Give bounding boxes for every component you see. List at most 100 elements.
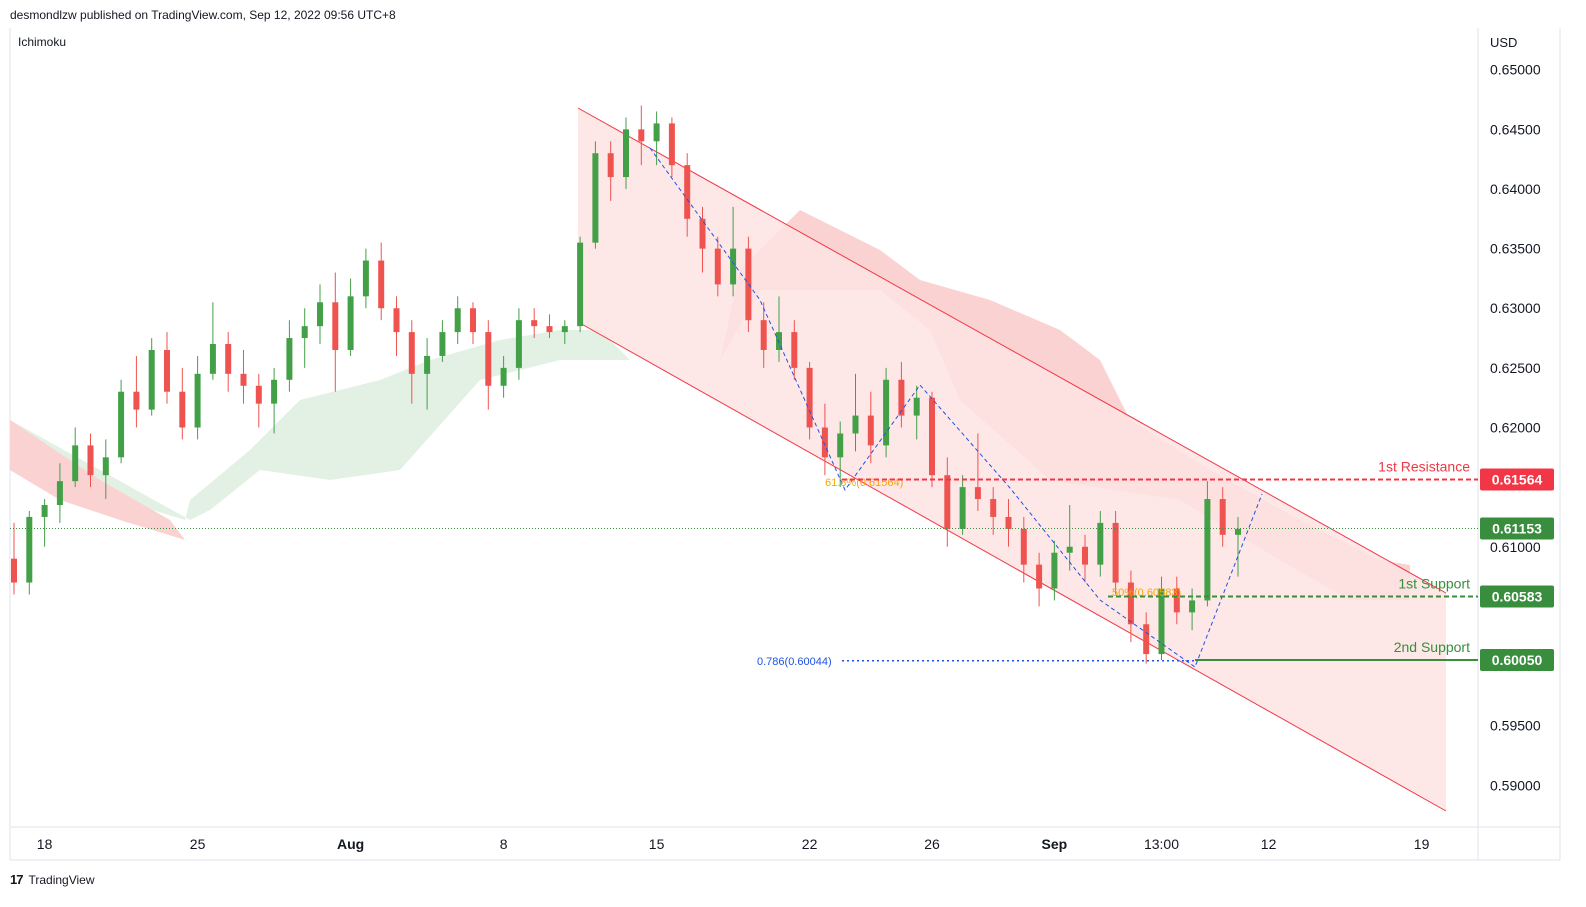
channel-lower-line (577, 321, 1447, 812)
2nd-support-price-text: 0.60050 (1492, 652, 1543, 668)
price-tick-label: 0.63500 (1490, 241, 1541, 257)
candlestick-series (11, 105, 1241, 664)
footer-brand[interactable]: 17 TradingView (10, 872, 95, 887)
time-tick-label: 18 (37, 836, 53, 852)
candle-body (408, 332, 415, 374)
candle-body (271, 379, 278, 404)
time-tick-label: 15 (649, 836, 665, 852)
candle-body (255, 385, 262, 404)
candle-body (990, 499, 997, 517)
channel-fill (578, 108, 1446, 811)
fib-label-50: 50%(0.60583) (1112, 587, 1181, 599)
price-tick-label: 0.64500 (1490, 121, 1541, 137)
candle-body (72, 445, 79, 482)
candle-body (1204, 499, 1211, 601)
1st-resistance-price-badge (1480, 468, 1554, 491)
cloud-red-area-left (10, 420, 185, 540)
support-resistance-levels[interactable]: 1st Resistance 0.61564 1st Support 0.60583 2… (10, 458, 1554, 672)
candle-body (561, 326, 568, 333)
time-tick-label: 8 (500, 836, 508, 852)
candle-body (1158, 588, 1165, 655)
currency-label: USD (1490, 35, 1518, 50)
price-tick-label: 0.62000 (1490, 420, 1541, 436)
candle-body (194, 373, 201, 428)
time-tick-label: Sep (1042, 836, 1068, 852)
candle-body (760, 320, 767, 350)
candle-body (852, 415, 859, 434)
candle-body (485, 332, 492, 386)
descending-channel[interactable] (577, 107, 1447, 812)
time-tick-label: 22 (802, 836, 818, 852)
candle-body (944, 475, 951, 529)
candle-body (776, 332, 782, 350)
candle-body (454, 308, 461, 333)
candle-body (470, 308, 476, 333)
candle-body (837, 433, 844, 458)
candle-body (11, 558, 17, 583)
candle-body (1143, 624, 1150, 655)
candle-body (301, 326, 308, 339)
indicator-label[interactable]: Ichimoku (18, 35, 67, 49)
candle-body (974, 487, 981, 500)
candle-body (362, 260, 369, 297)
candle-body (1036, 564, 1043, 589)
footer-brand-label: TradingView (28, 872, 95, 887)
candle-body (118, 391, 125, 458)
candle-body (1082, 546, 1088, 565)
time-tick-label: 25 (190, 836, 206, 852)
candle-body (500, 367, 507, 386)
time-tick-label: Aug (337, 836, 364, 852)
candle-body (1005, 516, 1012, 529)
candle-body (730, 248, 737, 285)
candle-body (87, 445, 94, 476)
1st-support-price-text: 0.60583 (1492, 588, 1543, 604)
candle-body (164, 349, 170, 392)
candle-body (806, 367, 813, 428)
time-axis[interactable]: 18 25 Aug 8 15 22 26 Sep 13:00 12 19 (37, 836, 1430, 852)
candle-body (653, 123, 660, 142)
last-price-text: 0.61153 (1492, 521, 1542, 537)
candle-body (867, 415, 874, 446)
candle-body (225, 344, 232, 374)
candle-body (1051, 552, 1058, 589)
time-tick-label: 19 (1414, 836, 1430, 852)
candle-body (1066, 546, 1073, 553)
candle-body (102, 457, 109, 476)
price-tick-label: 0.62500 (1490, 360, 1541, 376)
candle-body (531, 320, 538, 327)
candle-body (959, 487, 966, 529)
candle-body (1112, 522, 1119, 583)
candle-body (714, 248, 721, 285)
price-axis[interactable]: 0.65000 0.64500 0.64000 0.63500 0.63000 0.625… (1490, 62, 1541, 794)
2nd-support-label: 2nd Support (1394, 639, 1470, 655)
time-tick-label: 13:00 (1144, 836, 1179, 852)
candle-body (41, 505, 48, 517)
candle-body (56, 481, 63, 506)
candle-body (317, 302, 323, 327)
candle-body (179, 391, 186, 428)
candle-body (668, 123, 675, 166)
candle-body (1219, 499, 1226, 535)
candle-body (393, 308, 400, 333)
price-tick-label: 0.65000 (1490, 62, 1541, 78)
candle-body (1020, 528, 1027, 565)
candle-body (898, 379, 905, 416)
candle-body (929, 397, 935, 476)
candle-body (883, 379, 890, 446)
candle-body (913, 397, 920, 416)
candle-body (577, 242, 584, 327)
candle-body (332, 302, 339, 350)
candle-body (1173, 588, 1180, 613)
candle-body (684, 165, 691, 219)
1st-support-price-badge (1480, 585, 1554, 608)
candle-body (791, 332, 798, 368)
time-tick-label: 12 (1261, 836, 1277, 852)
price-tick-label: 0.59000 (1490, 777, 1541, 793)
candle-body (378, 260, 385, 309)
price-tick-label: 0.63000 (1490, 300, 1541, 316)
candle-body (699, 218, 706, 249)
candle-body (623, 129, 629, 178)
channel-upper-line (577, 107, 1447, 594)
price-tick-label: 0.59500 (1490, 718, 1541, 734)
